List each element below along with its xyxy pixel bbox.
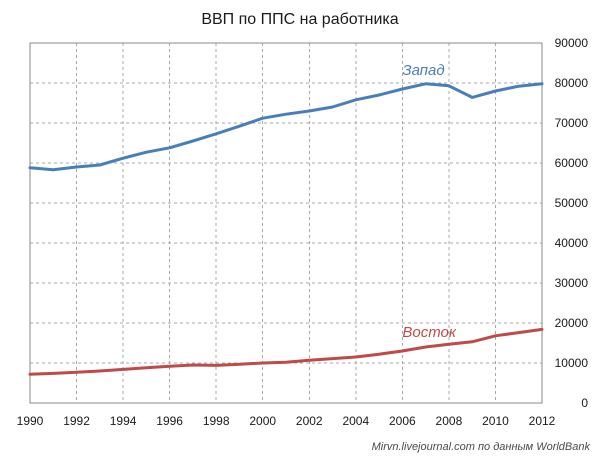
x-tick-label: 2012 (529, 414, 556, 428)
series-label-1: Запад (402, 62, 444, 79)
x-tick-label: 1992 (63, 414, 90, 428)
x-tick-label: 2004 (342, 414, 369, 428)
x-tick-label: 2008 (436, 414, 463, 428)
source-note: Mirvn.livejournal.com по данным WorldBan… (372, 441, 591, 453)
y-tick-label: 10000 (555, 356, 589, 370)
x-tick-label: 2002 (296, 414, 323, 428)
x-axis-ticks: 1990 1992 1994 1996 1998 2000 2002 2004 2006 2008… (17, 414, 556, 428)
x-tick-label: 2000 (249, 414, 276, 428)
series-lines (28, 82, 544, 376)
grid (30, 43, 542, 403)
y-tick-label: 40000 (555, 236, 589, 250)
series-labels: Запад Восток (402, 62, 457, 341)
y-tick-label: 80000 (555, 76, 589, 90)
y-tick-label: 90000 (555, 36, 589, 50)
x-tick-label: 1996 (156, 414, 183, 428)
y-tick-label: 70000 (555, 116, 589, 130)
y-tick-label: 20000 (555, 316, 589, 330)
plot-frame (29, 42, 543, 404)
series-line-1 (28, 82, 544, 172)
x-tick-label: 1998 (203, 414, 230, 428)
series-label-2: Восток (402, 324, 457, 341)
x-tick-label: 2010 (482, 414, 509, 428)
x-tick-label: 2006 (389, 414, 416, 428)
x-tick-label: 1994 (110, 414, 137, 428)
y-axis-ticks: 0 10000 20000 30000 40000 50000 60000 70000 8000… (555, 36, 589, 410)
y-tick-label: 30000 (555, 276, 589, 290)
x-tick-label: 1990 (17, 414, 44, 428)
y-tick-label: 0 (581, 396, 588, 410)
y-tick-label: 50000 (555, 196, 589, 210)
chart-title: ВВП по ППС на работника (201, 11, 398, 28)
y-tick-label: 60000 (555, 156, 589, 170)
series-line-2 (28, 327, 544, 376)
